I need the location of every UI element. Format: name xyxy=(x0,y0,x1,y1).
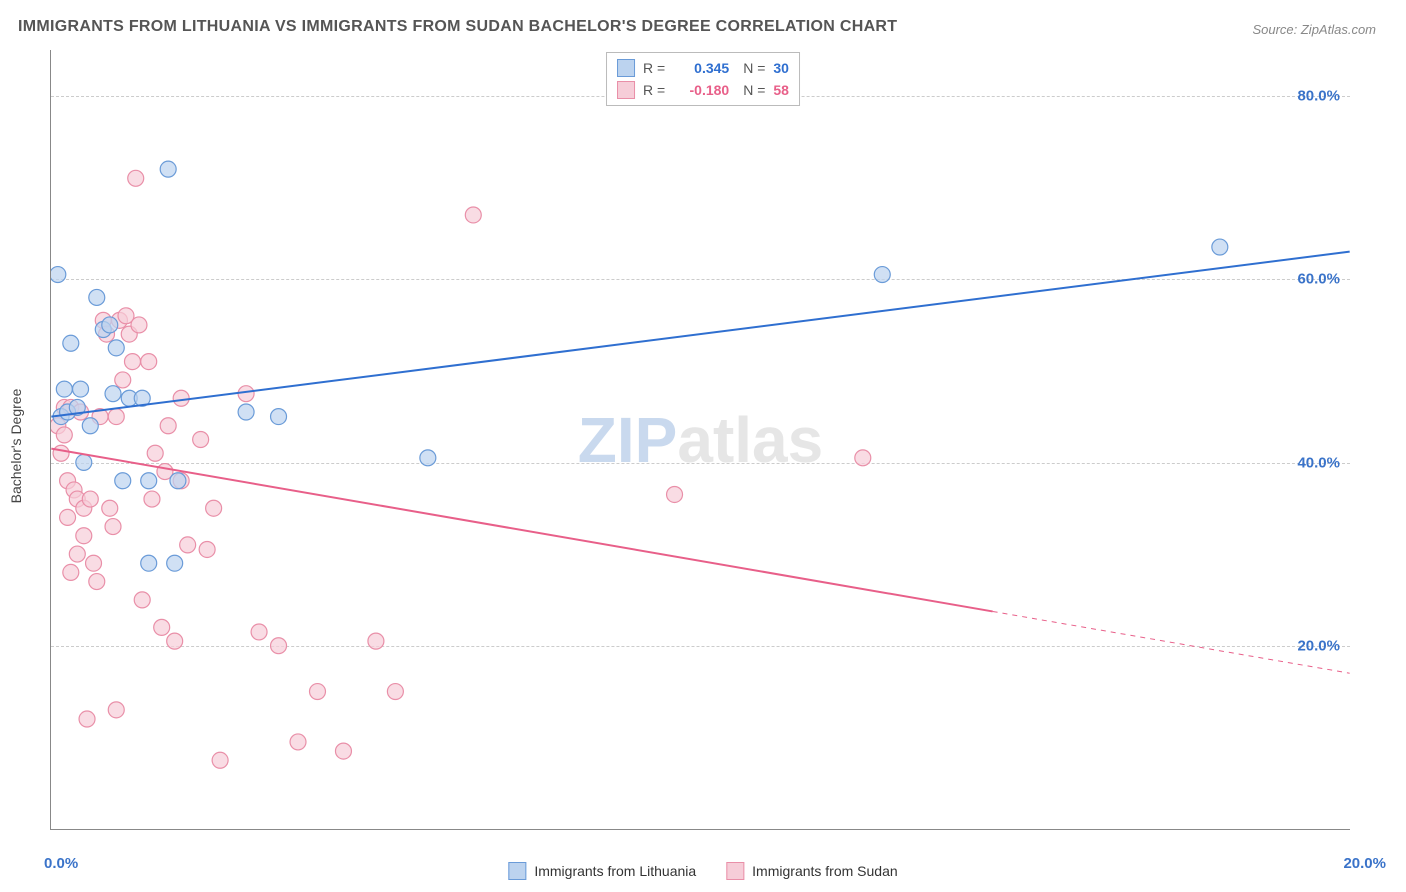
data-point xyxy=(134,592,150,608)
data-point xyxy=(76,528,92,544)
trend-line xyxy=(51,252,1349,417)
data-point xyxy=(89,574,105,590)
r-value-sudan: -0.180 xyxy=(673,82,729,98)
data-point xyxy=(167,555,183,571)
swatch-sudan-icon xyxy=(726,862,744,880)
x-tick-right: 20.0% xyxy=(1343,855,1386,872)
data-point xyxy=(206,500,222,516)
data-point xyxy=(387,684,403,700)
chart-container: IMMIGRANTS FROM LITHUANIA VS IMMIGRANTS … xyxy=(0,0,1406,892)
data-point xyxy=(86,555,102,571)
data-point xyxy=(102,500,118,516)
n-value-sudan: 58 xyxy=(773,82,789,98)
x-tick-left: 0.0% xyxy=(44,855,78,872)
data-point xyxy=(238,386,254,402)
data-point xyxy=(167,633,183,649)
data-point xyxy=(667,486,683,502)
data-point xyxy=(63,335,79,351)
data-point xyxy=(73,381,89,397)
data-point xyxy=(180,537,196,553)
data-point xyxy=(465,207,481,223)
trend-line-extrapolated xyxy=(993,611,1350,673)
data-point xyxy=(108,409,124,425)
data-point xyxy=(105,386,121,402)
data-point xyxy=(160,161,176,177)
data-point xyxy=(82,491,98,507)
data-point xyxy=(79,711,95,727)
data-point xyxy=(56,427,72,443)
data-point xyxy=(170,473,186,489)
data-point xyxy=(102,317,118,333)
data-point xyxy=(874,267,890,283)
data-point xyxy=(147,445,163,461)
source-label: Source: ZipAtlas.com xyxy=(1252,22,1376,37)
legend-row-lithuania: R = 0.345 N = 30 xyxy=(617,57,789,79)
plot-area: ZIPatlas 20.0%40.0%60.0%80.0% xyxy=(50,50,1350,830)
data-point xyxy=(108,702,124,718)
y-axis-label: Bachelor's Degree xyxy=(8,389,24,504)
data-point xyxy=(154,619,170,635)
data-point xyxy=(108,340,124,356)
data-point xyxy=(124,354,140,370)
data-point xyxy=(53,445,69,461)
data-point xyxy=(128,170,144,186)
data-point xyxy=(144,491,160,507)
data-point xyxy=(141,555,157,571)
data-point xyxy=(271,638,287,654)
r-label: R = xyxy=(643,82,665,98)
data-point xyxy=(105,519,121,535)
data-point xyxy=(310,684,326,700)
data-point xyxy=(60,509,76,525)
legend-item-sudan: Immigrants from Sudan xyxy=(726,862,898,880)
data-point xyxy=(141,354,157,370)
swatch-sudan xyxy=(617,81,635,99)
legend-label-sudan: Immigrants from Sudan xyxy=(752,863,898,879)
data-point xyxy=(82,418,98,434)
series-legend: Immigrants from Lithuania Immigrants fro… xyxy=(508,862,897,880)
data-point xyxy=(335,743,351,759)
legend-item-lithuania: Immigrants from Lithuania xyxy=(508,862,696,880)
data-point xyxy=(56,381,72,397)
data-point xyxy=(290,734,306,750)
n-value-lithuania: 30 xyxy=(773,60,789,76)
data-point xyxy=(238,404,254,420)
r-value-lithuania: 0.345 xyxy=(673,60,729,76)
data-point xyxy=(251,624,267,640)
swatch-lithuania xyxy=(617,59,635,77)
correlation-legend: R = 0.345 N = 30 R = -0.180 N = 58 xyxy=(606,52,800,106)
n-label: N = xyxy=(743,82,765,98)
data-point xyxy=(89,289,105,305)
data-point xyxy=(212,752,228,768)
n-label: N = xyxy=(743,60,765,76)
chart-title: IMMIGRANTS FROM LITHUANIA VS IMMIGRANTS … xyxy=(18,18,897,36)
swatch-lithuania-icon xyxy=(508,862,526,880)
trend-line xyxy=(51,449,992,612)
data-point xyxy=(115,372,131,388)
data-point xyxy=(69,546,85,562)
data-point xyxy=(173,390,189,406)
data-point xyxy=(193,432,209,448)
data-point xyxy=(199,541,215,557)
legend-row-sudan: R = -0.180 N = 58 xyxy=(617,79,789,101)
data-point xyxy=(368,633,384,649)
legend-label-lithuania: Immigrants from Lithuania xyxy=(534,863,696,879)
data-point xyxy=(51,267,66,283)
data-point xyxy=(271,409,287,425)
data-point xyxy=(855,450,871,466)
plot-svg xyxy=(51,50,1350,829)
data-point xyxy=(160,418,176,434)
r-label: R = xyxy=(643,60,665,76)
data-point xyxy=(115,473,131,489)
data-point xyxy=(63,564,79,580)
data-point xyxy=(131,317,147,333)
data-point xyxy=(76,454,92,470)
data-point xyxy=(420,450,436,466)
data-point xyxy=(1212,239,1228,255)
data-point xyxy=(141,473,157,489)
